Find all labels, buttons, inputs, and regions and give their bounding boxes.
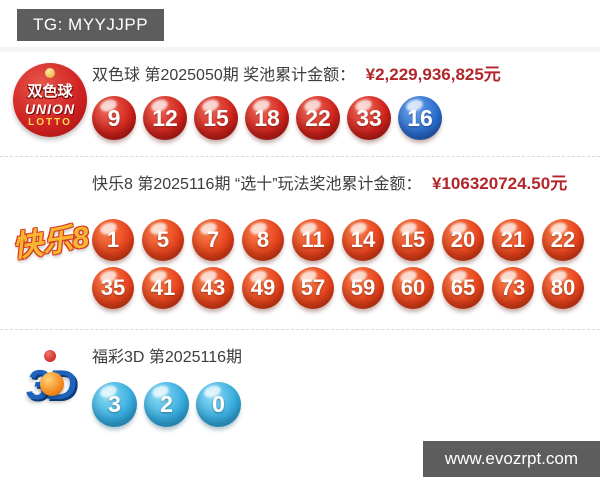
logo-orange-ball [40, 372, 64, 396]
kuaile8-logo-icon: 快乐8 [10, 220, 91, 265]
ball-orange: 41 [142, 267, 184, 309]
logo-column: 双色球 UNION LOTTO [8, 63, 92, 137]
ball-orange: 8 [242, 219, 284, 261]
ball-row: 9 12 15 18 22 33 16 [92, 96, 592, 140]
section-title: 福彩3D 第2025116期 [92, 349, 243, 366]
ball-orange: 21 [492, 219, 534, 261]
ball-red: 22 [296, 96, 340, 140]
ball-orange: 15 [392, 219, 434, 261]
ball-row: 1 5 7 8 11 14 15 20 21 22 [92, 219, 592, 261]
logo-column: 3D [8, 350, 92, 418]
jackpot-amount: ¥2,229,936,825元 [365, 65, 501, 84]
ball-orange: 65 [442, 267, 484, 309]
ball-orange: 14 [342, 219, 384, 261]
shuangseqiu-logo-icon: 双色球 UNION LOTTO [13, 63, 87, 137]
ball-orange: 11 [292, 219, 334, 261]
logo-text-union: UNION [24, 101, 76, 117]
ball-cyan: 0 [196, 382, 241, 427]
ball-red: 12 [143, 96, 187, 140]
ball-orange: 59 [342, 267, 384, 309]
section-kuaile8: 快乐8 快乐8 第2025116期 “选十”玩法奖池累计金额： ¥1063207… [0, 157, 600, 329]
ball-orange: 20 [442, 219, 484, 261]
logo-text-lotto: LOTTO [28, 117, 72, 128]
jackpot-amount: ¥106320724.50元 [432, 174, 568, 193]
section-divider [0, 329, 600, 330]
ball-orange: 43 [192, 267, 234, 309]
logo-text-cn: 双色球 [27, 83, 73, 100]
ball-orange: 1 [92, 219, 134, 261]
section-title: 双色球 第2025050期 奖池累计金额： [92, 67, 356, 84]
ball-cyan: 3 [92, 382, 137, 427]
ball-orange: 35 [92, 267, 134, 309]
ball-orange: 49 [242, 267, 284, 309]
ball-red: 18 [245, 96, 289, 140]
ball-cyan: 2 [144, 382, 189, 427]
section-content: 快乐8 第2025116期 “选十”玩法奖池累计金额： ¥106320724.5… [92, 169, 592, 309]
logo-red-dot [44, 350, 56, 362]
ball-red: 9 [92, 96, 136, 140]
section-shuangseqiu: 双色球 UNION LOTTO 双色球 第2025050期 奖池累计金额： ¥2… [0, 52, 600, 156]
ball-orange: 73 [492, 267, 534, 309]
ball-orange: 80 [542, 267, 584, 309]
fucai3d-logo-icon: 3D [14, 350, 86, 418]
section-title: 快乐8 第2025116期 “选十”玩法奖池累计金额： [92, 176, 422, 193]
website-badge: www.evozrpt.com [422, 441, 600, 477]
section-fucai3d: 3D 福彩3D 第2025116期 320 [0, 330, 600, 437]
tg-contact-badge: TG: MYYJJPP [17, 9, 165, 41]
ball-orange: 60 [392, 267, 434, 309]
section-title-row: 快乐8 第2025116期 “选十”玩法奖池累计金额： ¥106320724.5… [92, 169, 592, 194]
header-divider [0, 47, 600, 52]
logo-column: 快乐8 [8, 217, 92, 264]
section-title-row: 福彩3D 第2025116期 [92, 343, 592, 367]
ball-orange: 7 [192, 219, 234, 261]
ball-red: 15 [194, 96, 238, 140]
ball-orange: 5 [142, 219, 184, 261]
ball-red: 33 [347, 96, 391, 140]
section-divider [0, 156, 600, 157]
ball-blue: 16 [398, 96, 442, 140]
ball-row: 35 41 43 49 57 59 60 65 73 80 [92, 267, 592, 309]
section-title-row: 双色球 第2025050期 奖池累计金额： ¥2,229,936,825元 [92, 60, 592, 85]
ball-orange: 22 [542, 219, 584, 261]
ball-orange: 57 [292, 267, 334, 309]
